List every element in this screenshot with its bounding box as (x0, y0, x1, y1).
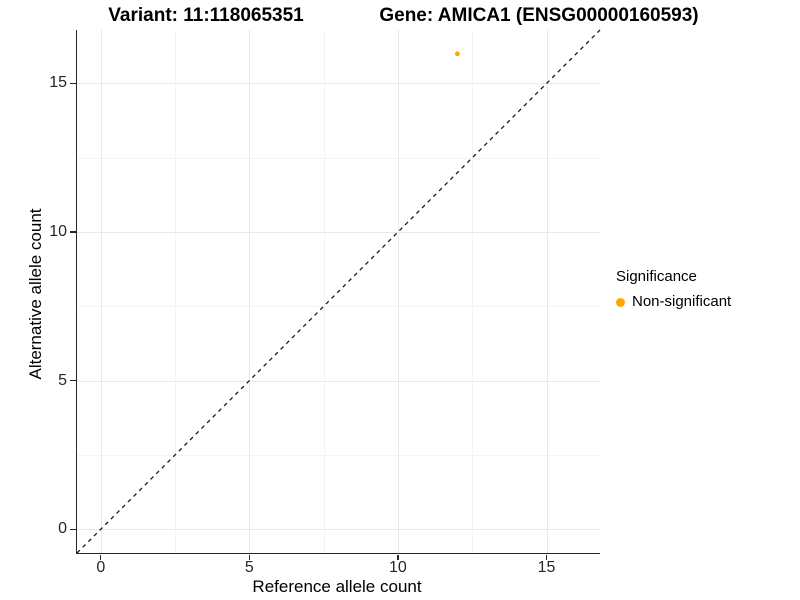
legend-item-label: Non-significant (632, 293, 732, 310)
y-axis-title: Alternative allele count (26, 208, 45, 380)
x-major-gridline (249, 30, 251, 553)
x-tick-label: 0 (96, 559, 106, 576)
y-tick-label: 5 (58, 371, 67, 389)
x-tick-label: 10 (389, 559, 407, 576)
x-tick-mark (545, 554, 548, 560)
legend-item: Non-significant (616, 293, 731, 311)
x-tick-label: 5 (244, 559, 254, 576)
y-tick-mark (70, 82, 76, 85)
y-major-gridline (77, 529, 600, 531)
plot-draw-layer (76, 29, 601, 554)
y-minor-gridline (77, 157, 600, 159)
legend-key-dot-icon (616, 297, 625, 307)
y-minor-gridline (77, 454, 600, 456)
y-tick-mark (70, 379, 76, 382)
y-major-gridline (77, 232, 600, 234)
y-major-gridline (77, 83, 600, 85)
y-tick-label: 15 (49, 74, 67, 92)
identity-reference-line (76, 29, 601, 554)
legend-title: Significance (616, 268, 697, 285)
y-tick-mark (70, 231, 76, 233)
legend: Significance Non-significant (616, 268, 731, 311)
x-axis-title: Reference allele count (252, 577, 422, 596)
x-minor-gridline (323, 30, 325, 553)
x-tick-mark (397, 554, 399, 560)
plot-title-gene: Gene: AMICA1 (ENSG00000160593) (379, 5, 699, 26)
y-minor-gridline (77, 306, 600, 308)
x-minor-gridline (472, 30, 474, 553)
legend-rows: Non-significant (616, 293, 731, 311)
y-tick-mark (70, 528, 76, 530)
y-tick-label: 10 (49, 223, 67, 241)
plot-title-variant: Variant: 11:118065351 (108, 5, 304, 26)
x-major-gridline (546, 30, 548, 553)
x-major-gridline (397, 30, 399, 553)
x-tick-label: 15 (537, 559, 556, 576)
x-tick-mark (248, 554, 251, 560)
x-major-gridline (100, 30, 102, 553)
data-point (454, 51, 460, 57)
x-tick-mark (100, 554, 102, 560)
plot-panel: 0 5 10 15 0 5 10 15 (49, 29, 601, 576)
y-major-gridline (77, 380, 600, 382)
x-minor-gridline (175, 30, 177, 553)
y-tick-label: 0 (58, 520, 67, 538)
